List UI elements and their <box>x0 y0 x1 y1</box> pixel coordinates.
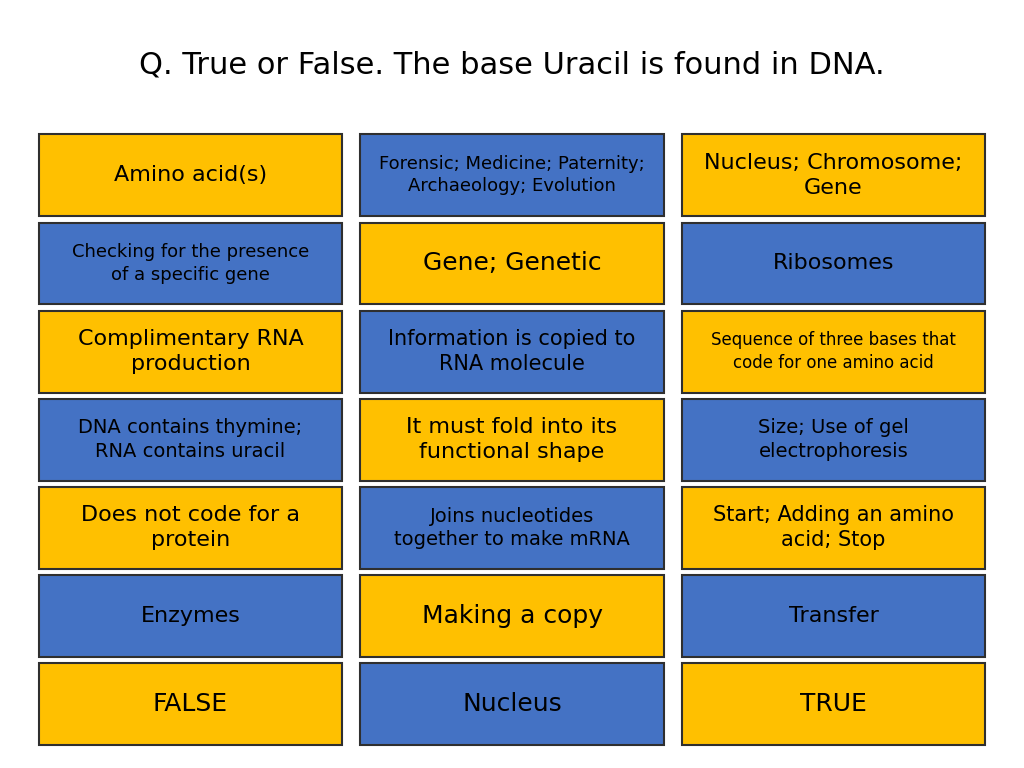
FancyBboxPatch shape <box>682 134 985 217</box>
FancyBboxPatch shape <box>39 310 342 392</box>
Text: DNA contains thymine;
RNA contains uracil: DNA contains thymine; RNA contains uraci… <box>79 419 302 461</box>
FancyBboxPatch shape <box>39 663 342 745</box>
Text: Forensic; Medicine; Paternity;
Archaeology; Evolution: Forensic; Medicine; Paternity; Archaeolo… <box>379 155 645 196</box>
Text: Nucleus; Chromosome;
Gene: Nucleus; Chromosome; Gene <box>705 153 963 198</box>
Text: Q. True or False. The base Uracil is found in DNA.: Q. True or False. The base Uracil is fou… <box>139 51 885 80</box>
FancyBboxPatch shape <box>360 399 664 481</box>
Text: Sequence of three bases that
code for one amino acid: Sequence of three bases that code for on… <box>711 332 956 372</box>
FancyBboxPatch shape <box>39 575 342 657</box>
Text: Information is copied to
RNA molecule: Information is copied to RNA molecule <box>388 329 636 374</box>
FancyBboxPatch shape <box>360 223 664 304</box>
FancyBboxPatch shape <box>682 575 985 657</box>
FancyBboxPatch shape <box>360 663 664 745</box>
Text: Joins nucleotides
together to make mRNA: Joins nucleotides together to make mRNA <box>394 507 630 549</box>
Text: FALSE: FALSE <box>153 692 228 716</box>
Text: Amino acid(s): Amino acid(s) <box>114 165 267 185</box>
Text: TRUE: TRUE <box>800 692 867 716</box>
Text: Size; Use of gel
electrophoresis: Size; Use of gel electrophoresis <box>758 419 909 461</box>
Text: Making a copy: Making a copy <box>422 604 602 628</box>
FancyBboxPatch shape <box>360 310 664 392</box>
FancyBboxPatch shape <box>682 223 985 304</box>
FancyBboxPatch shape <box>682 487 985 569</box>
Text: Transfer: Transfer <box>788 606 879 626</box>
FancyBboxPatch shape <box>360 487 664 569</box>
FancyBboxPatch shape <box>39 487 342 569</box>
FancyBboxPatch shape <box>682 310 985 392</box>
Text: Ribosomes: Ribosomes <box>773 253 894 273</box>
Text: Gene; Genetic: Gene; Genetic <box>423 251 601 276</box>
Text: It must fold into its
functional shape: It must fold into its functional shape <box>407 417 617 462</box>
Text: Checking for the presence
of a specific gene: Checking for the presence of a specific … <box>72 243 309 283</box>
Text: Does not code for a
protein: Does not code for a protein <box>81 505 300 550</box>
Text: Complimentary RNA
production: Complimentary RNA production <box>78 329 303 374</box>
FancyBboxPatch shape <box>360 134 664 217</box>
FancyBboxPatch shape <box>682 663 985 745</box>
FancyBboxPatch shape <box>39 399 342 481</box>
FancyBboxPatch shape <box>360 575 664 657</box>
Text: Start; Adding an amino
acid; Stop: Start; Adding an amino acid; Stop <box>713 505 954 550</box>
FancyBboxPatch shape <box>39 223 342 304</box>
Text: Nucleus: Nucleus <box>462 692 562 716</box>
FancyBboxPatch shape <box>39 134 342 217</box>
Text: Enzymes: Enzymes <box>140 606 241 626</box>
FancyBboxPatch shape <box>682 399 985 481</box>
